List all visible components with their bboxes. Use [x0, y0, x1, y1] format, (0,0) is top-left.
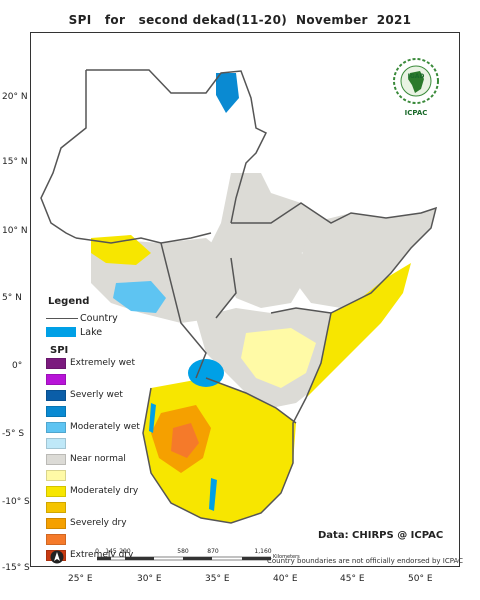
scale-bar-graphic: [97, 556, 271, 561]
region-kenya-dry: [241, 328, 316, 388]
x-tick-label: 30° E: [137, 574, 162, 584]
x-tick-label: 45° E: [340, 574, 365, 584]
spi-swatch: [46, 518, 66, 529]
region-ethiopia-mid: [226, 238, 306, 308]
spi-legend-row: Near normal: [46, 454, 186, 470]
region-north: [41, 70, 266, 243]
y-tick-label: -15° S: [2, 563, 30, 573]
map-legend: Legend Country Lake SPI Extremely wet Sev…: [46, 296, 186, 566]
x-tick-label: 25° E: [68, 574, 93, 584]
spi-legend-row: [46, 374, 186, 390]
x-tick-label: 40° E: [273, 574, 298, 584]
y-tick-label: 5° N: [2, 293, 22, 303]
map-frame: [30, 32, 460, 567]
spi-legend-row: Moderately dry: [46, 486, 186, 502]
spi-label: Severly wet: [70, 390, 123, 400]
spi-label: Near normal: [70, 454, 126, 464]
y-tick-label: -5° S: [2, 429, 25, 439]
legend-country-row: Country: [46, 311, 186, 325]
spi-legend-row: Extremely wet: [46, 358, 186, 374]
spi-label: Extremely dry: [70, 550, 134, 560]
legend-country-label: Country: [80, 312, 118, 324]
x-tick-label: 35° E: [205, 574, 230, 584]
data-credit: Data: CHIRPS @ ICPAC: [318, 530, 444, 541]
lake-malawi: [209, 478, 217, 511]
spi-legend-row: [46, 534, 186, 550]
map-canvas: [40, 69, 438, 524]
spi-swatch: [46, 534, 66, 545]
spi-label: Severely dry: [70, 518, 127, 528]
spi-swatch: [46, 422, 66, 433]
lake-victoria: [188, 359, 224, 387]
spi-swatch: [46, 502, 66, 513]
spi-legend-row: [46, 470, 186, 486]
north-arrow-icon: [50, 550, 64, 564]
spi-swatch: [46, 358, 66, 369]
spi-legend-row: Moderately wet: [46, 422, 186, 438]
spi-legend-row: [46, 406, 186, 422]
scale-label: 290: [119, 548, 131, 555]
logo-icpac-text: ICPAC: [404, 109, 428, 117]
legend-title: Legend: [48, 296, 90, 307]
spi-legend-row: [46, 438, 186, 454]
spi-label: Moderately wet: [70, 422, 140, 432]
region-uganda-wet: [113, 281, 166, 313]
country-line-swatch: [46, 317, 78, 319]
disclaimer: Country boundaries are not officially en…: [267, 557, 464, 565]
lake-tanganyika: [149, 403, 156, 433]
lake-swatch: [46, 327, 76, 337]
logo-igad-text: IGAD: [407, 73, 425, 80]
spi-swatch: [46, 390, 66, 401]
x-tick-label: 50° E: [408, 574, 433, 584]
legend-spi-title: SPI: [50, 345, 69, 356]
y-tick-label: 20° N: [2, 92, 28, 102]
region-extreme-dry-core: [171, 423, 199, 458]
scale-bar: 0 145 290 580 870 1,160 Kilometers: [95, 548, 300, 568]
spi-swatch: [46, 374, 66, 385]
scale-label: 0: [95, 548, 99, 555]
spi-swatch: [46, 438, 66, 449]
scale-label: 580: [177, 548, 189, 555]
region-horn: [296, 208, 436, 308]
y-tick-label: 10° N: [2, 226, 28, 236]
spi-swatch: [46, 454, 66, 465]
scale-label: 870: [207, 548, 219, 555]
spi-label: Extremely wet: [70, 358, 135, 368]
spi-swatch: [46, 486, 66, 497]
spi-swatch: [46, 406, 66, 417]
legend-lake-row: Lake: [46, 325, 186, 339]
y-tick-label: 15° N: [2, 157, 28, 167]
spi-legend-row: Severely dry: [46, 518, 186, 534]
spi-legend-row: [46, 502, 186, 518]
scale-label: 145: [105, 548, 117, 555]
region-somalia-coast: [306, 263, 411, 398]
scale-units: Kilometers: [273, 554, 300, 560]
y-tick-label: 0°: [12, 361, 23, 371]
country-borders: [40, 69, 438, 524]
spi-scale: Extremely wet Severly wet Moderately wet Ne…: [46, 358, 186, 566]
map-title: SPI for second dekad(11-20) November 202…: [68, 13, 412, 27]
spi-label: Moderately dry: [70, 486, 139, 496]
scale-label: 1,160: [254, 548, 272, 555]
lake-nile-north: [216, 73, 239, 113]
logo-emblem-icon: [393, 58, 439, 104]
spi-swatch: [46, 470, 66, 481]
spi-legend-row: Severly wet: [46, 390, 186, 406]
y-tick-label: -10° S: [2, 497, 30, 507]
icpac-logo: IGAD ICPAC: [388, 55, 444, 123]
legend-lake-label: Lake: [80, 326, 103, 338]
